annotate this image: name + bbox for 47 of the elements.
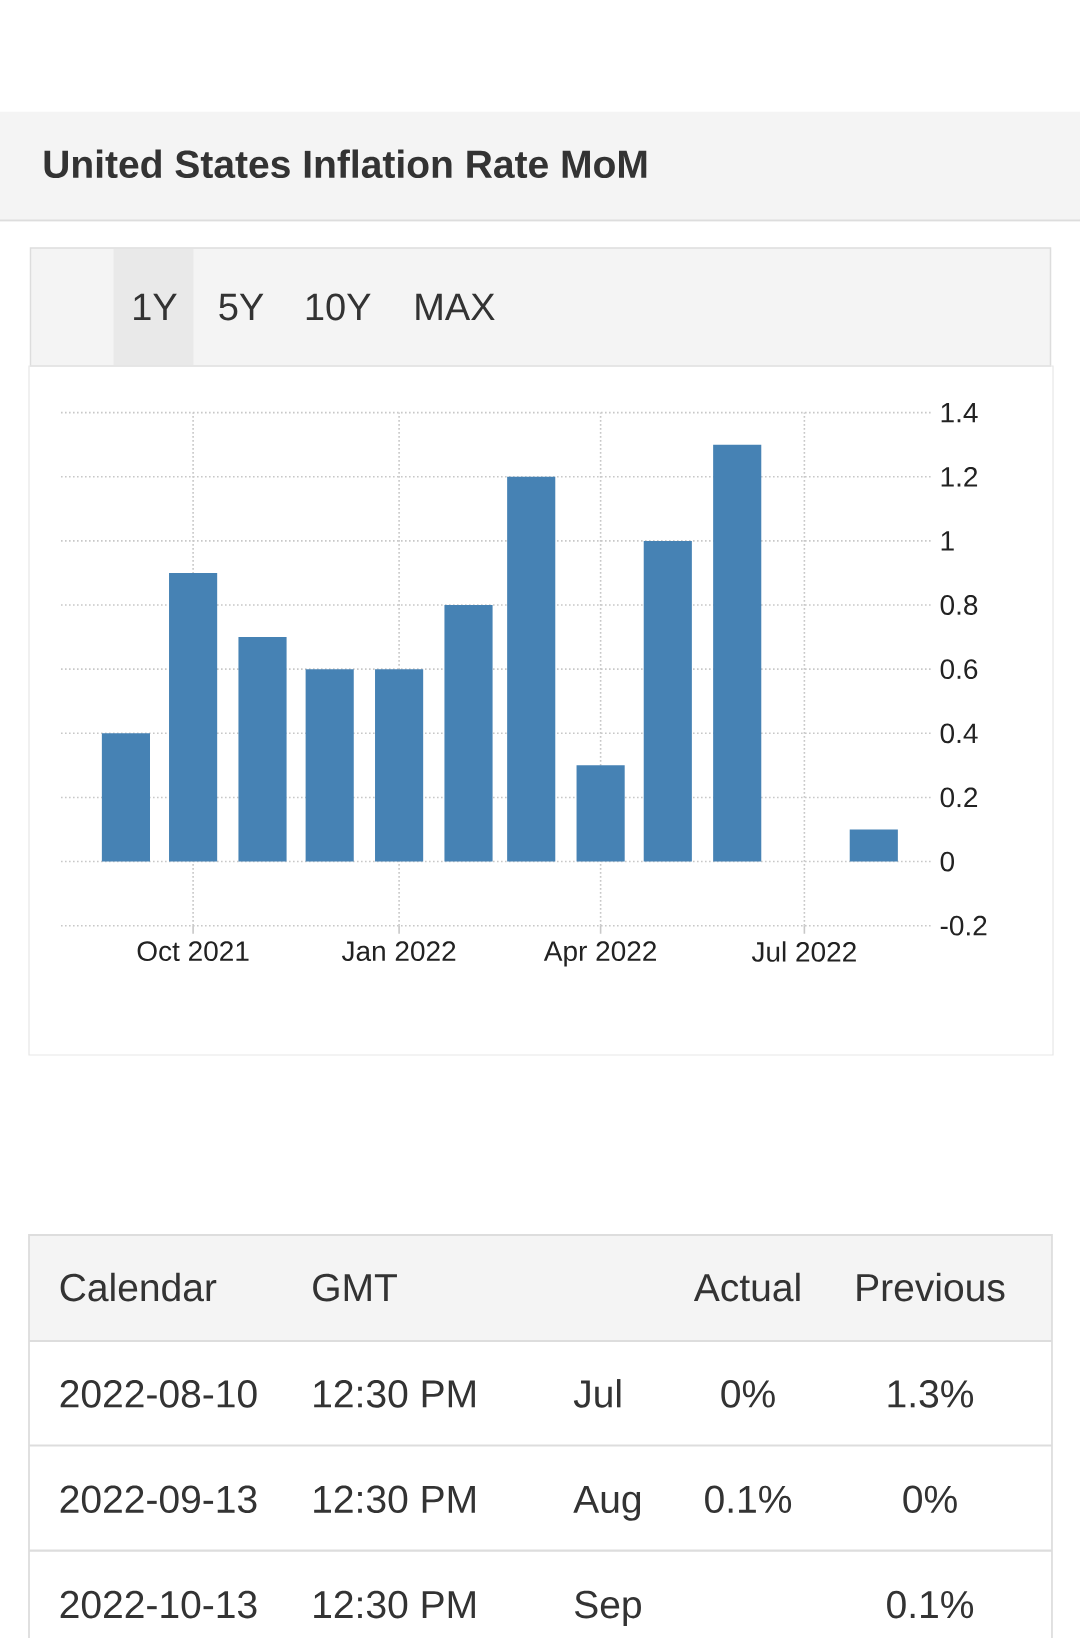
y-tick-label: 0.6 xyxy=(940,659,978,680)
y-tick-label: 1.4 xyxy=(941,402,978,423)
text: 10Y xyxy=(306,293,371,321)
text: 1.3% xyxy=(888,1380,974,1408)
x-tick-label: Jan 2022 xyxy=(341,941,456,962)
bar xyxy=(101,733,151,862)
y-tick-label: 0.2 xyxy=(940,787,978,808)
y-tick-label: -0.2 xyxy=(940,915,987,936)
text: 0% xyxy=(903,1485,957,1514)
x-tick-label: Apr 2022 xyxy=(543,941,656,967)
text: 0.1% xyxy=(887,1590,974,1619)
bar xyxy=(238,637,287,862)
text: 0.1% xyxy=(705,1485,792,1514)
text: 12:30 PM xyxy=(314,1485,475,1514)
text: 2022-10-13 xyxy=(60,1590,257,1619)
text: Aug xyxy=(573,1485,641,1521)
text: Actual xyxy=(693,1272,800,1302)
text: 5Y xyxy=(219,293,264,321)
text: MAX xyxy=(416,293,495,321)
text: 1Y xyxy=(134,293,177,321)
y-tick-label: 1.2 xyxy=(941,466,978,487)
text: 2022-08-10 xyxy=(60,1380,257,1408)
bar xyxy=(507,476,556,862)
bar xyxy=(169,572,218,862)
bar xyxy=(375,669,424,862)
bar xyxy=(305,669,354,862)
text: 12:30 PM xyxy=(314,1590,475,1619)
y-tick-label: 0.4 xyxy=(940,723,978,744)
bar xyxy=(849,829,898,862)
text: 2022-09-13 xyxy=(60,1485,257,1514)
y-tick-label: 1 xyxy=(941,531,954,551)
chart-title: United States Inflation Rate MoM xyxy=(44,149,647,179)
x-tick-label: Jul 2022 xyxy=(751,941,856,962)
bar xyxy=(643,540,692,862)
text: Calendar xyxy=(60,1272,217,1302)
text: 0% xyxy=(721,1380,775,1408)
bar xyxy=(444,605,493,862)
y-tick-label: 0 xyxy=(940,851,955,872)
text: Jul xyxy=(573,1379,621,1408)
bar xyxy=(713,444,762,862)
text: GMT xyxy=(313,1273,397,1302)
x-tick-label: Oct 2021 xyxy=(137,941,249,962)
bar xyxy=(576,765,625,862)
text: Sep xyxy=(574,1590,641,1627)
text: Previous xyxy=(857,1272,1005,1302)
text: 12:30 PM xyxy=(314,1380,475,1408)
y-tick-label: 0.8 xyxy=(940,595,978,615)
